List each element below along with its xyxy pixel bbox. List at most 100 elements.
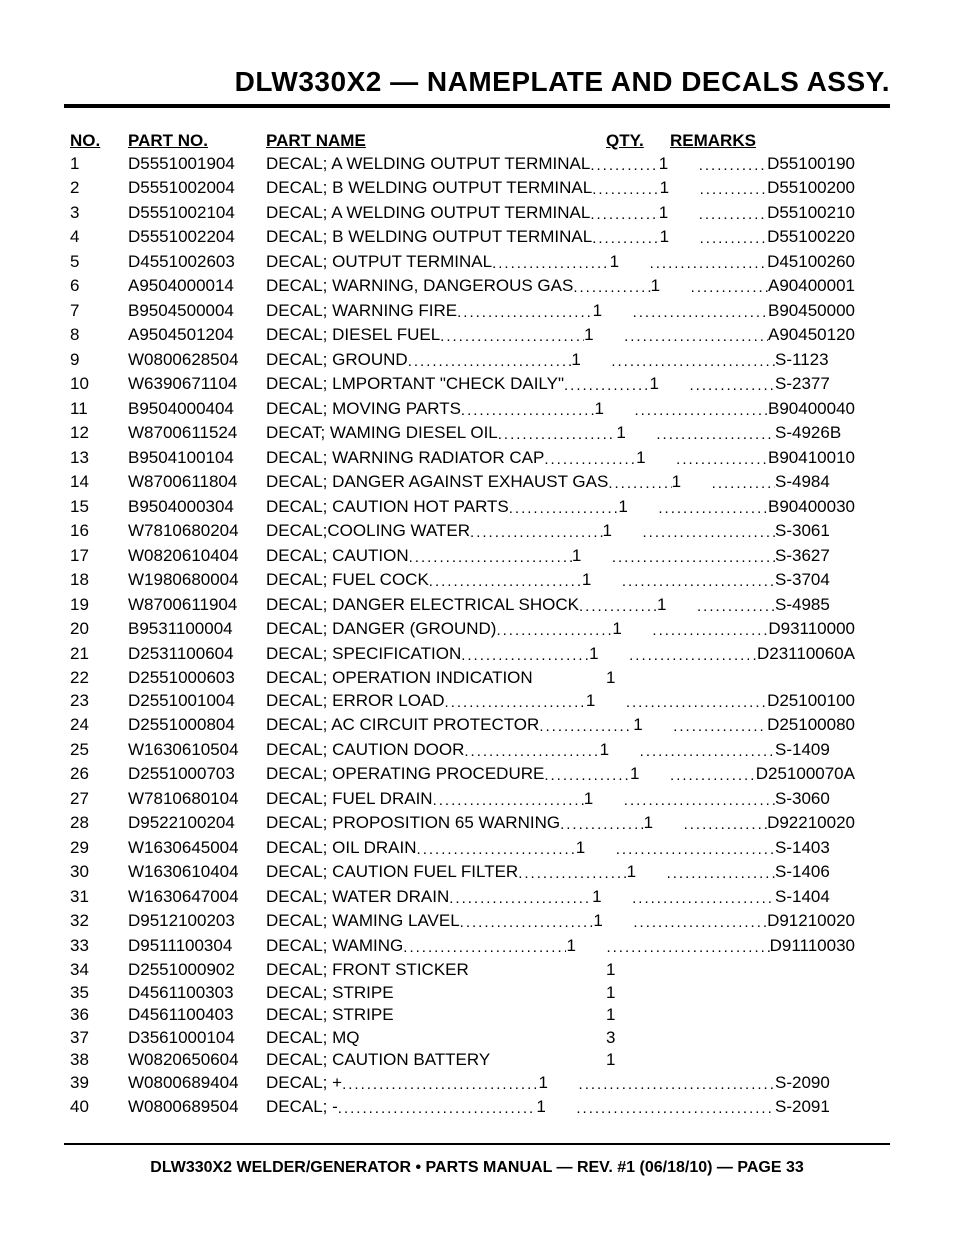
cell-name: DECAL; FUEL COCK: [266, 569, 429, 594]
cell-part: D5551001904: [128, 153, 266, 178]
cell-remarks: S-4984: [775, 471, 855, 496]
table-row: 27W7810680104DECAL; FUEL DRAIN .........…: [70, 788, 855, 813]
cell-part: D2551000603: [128, 667, 266, 690]
parts-table: NO. PART NO. PART NAME QTY. REMARKS 1 D55…: [70, 130, 855, 1121]
leader-dots: ........................................…: [576, 1096, 775, 1121]
cell-part: W6390671104: [128, 373, 266, 398]
leader-dots: ........................................…: [700, 177, 767, 202]
cell-no: 4: [70, 226, 128, 251]
table-row: 29W1630645004DECAL; OIL DRAIN ..........…: [70, 837, 855, 862]
cell-name: DECAL; WARNING, DANGEROUS GAS: [266, 275, 573, 300]
cell-remarks: B90450000: [768, 300, 855, 325]
leader-dots: ........................................…: [611, 349, 775, 374]
cell-qty: 1: [576, 837, 616, 862]
cell-qty: 1: [539, 1072, 579, 1097]
table-row: 33D9511100304DECAL; WAMING..............…: [70, 935, 855, 960]
cell-qty: 1: [600, 739, 640, 764]
leader-dots: ........................................…: [429, 569, 582, 594]
cell-no: 20: [70, 618, 128, 643]
cell-remarks: S-3627: [775, 545, 855, 570]
cell-no: 37: [70, 1027, 128, 1050]
table-body: 1D5551001904DECAL; A WELDING OUTPUT TERM…: [70, 153, 855, 1121]
table-row: 19W8700611904DECAL; DANGER ELECTRICAL SH…: [70, 594, 855, 619]
cell-no: 6: [70, 275, 128, 300]
cell-remarks: [646, 1027, 726, 1050]
cell-part: A9504501204: [128, 324, 266, 349]
cell-name: DECAL; FUEL DRAIN: [266, 788, 433, 813]
leader-dots: ........................................…: [699, 153, 767, 178]
leader-dots: ........................................…: [464, 739, 599, 764]
cell-qty: 1: [660, 226, 700, 251]
leader-dots: ........................................…: [408, 349, 572, 374]
cell-part: W0820650604: [128, 1049, 266, 1072]
cell-qty: 1: [630, 763, 670, 788]
cell-no: 34: [70, 959, 128, 982]
cell-name: DECAL; OPERATING PROCEDURE: [266, 763, 544, 788]
cell-qty: 1: [618, 496, 658, 521]
cell-part: W1630647004: [128, 886, 266, 911]
leader-dots: ........................................…: [612, 545, 775, 570]
cell-name: DECAL; PROPOSITION 65 WARNING: [266, 812, 560, 837]
leader-dots: ........................................…: [433, 788, 584, 813]
cell-part: D4561100303: [128, 982, 266, 1005]
leader-dots: ........................................…: [624, 788, 775, 813]
cell-name: DECAL; WARNING FIRE: [266, 300, 457, 325]
cell-name: DECAL; OPERATION INDICATION: [266, 667, 606, 690]
cell-name: DECAL; MOVING PARTS: [266, 398, 461, 423]
cell-name: DECAL; CAUTION HOT PARTS: [266, 496, 509, 521]
leader-dots: ........................................…: [634, 398, 768, 423]
cell-remarks: S-1409: [775, 739, 855, 764]
cell-qty: 1: [606, 959, 646, 982]
cell-remarks: A90450120: [768, 324, 855, 349]
cell-qty: 1: [594, 398, 634, 423]
leader-dots: ........................................…: [640, 739, 775, 764]
cell-remarks: [646, 959, 726, 982]
leader-dots: ........................................…: [409, 545, 572, 570]
table-row: 12W8700611524DECAT; WAMING DIESEL OIL ..…: [70, 422, 855, 447]
leader-dots: ........................................…: [673, 714, 767, 739]
leader-dots: ........................................…: [518, 861, 626, 886]
table-row: 6A9504000014DECAL; WARNING, DANGEROUS GA…: [70, 275, 855, 300]
table-row: 1D5551001904DECAL; A WELDING OUTPUT TERM…: [70, 153, 855, 178]
cell-qty: 1: [584, 788, 624, 813]
cell-remarks: [646, 667, 726, 690]
cell-name: DECAL; ERROR LOAD: [266, 690, 445, 715]
leader-dots: ........................................…: [449, 886, 592, 911]
cell-remarks: D23110060A: [757, 643, 855, 668]
leader-dots: ........................................…: [633, 910, 767, 935]
table-row: 23D2551001004DECAL; ERROR LOAD..........…: [70, 690, 855, 715]
cell-qty: 1: [582, 569, 622, 594]
cell-name: DECAL; WAMING: [266, 935, 403, 960]
cell-name: DECAL; CAUTION BATTERY: [266, 1049, 606, 1072]
cell-qty: 1: [659, 153, 699, 178]
table-row: 13B9504100104DECAL; WARNING RADIATOR CAP…: [70, 447, 855, 472]
cell-name: DECAL; WARNING RADIATOR CAP: [266, 447, 544, 472]
cell-remarks: S-2091: [775, 1096, 855, 1121]
table-row: 34D2551000902DECAL; FRONT STICKER1: [70, 959, 855, 982]
leader-dots: ........................................…: [676, 447, 768, 472]
cell-qty: 1: [633, 714, 673, 739]
table-row: 21D2531100604DECAL; SPECIFICATION ......…: [70, 643, 855, 668]
cell-no: 15: [70, 496, 128, 521]
leader-dots: ........................................…: [544, 763, 630, 788]
leader-dots: ........................................…: [643, 520, 775, 545]
leader-dots: ........................................…: [539, 714, 633, 739]
leader-dots: ........................................…: [667, 861, 775, 886]
cell-qty: 1: [592, 886, 632, 911]
cell-no: 21: [70, 643, 128, 668]
table-header: NO. PART NO. PART NAME QTY. REMARKS: [70, 130, 855, 153]
leader-dots: ........................................…: [608, 471, 671, 496]
header-name: PART NAME: [266, 130, 606, 153]
leader-dots: ........................................…: [461, 643, 589, 668]
cell-part: W1630610404: [128, 861, 266, 886]
leader-dots: ........................................…: [590, 202, 658, 227]
cell-remarks: S-3061: [775, 520, 855, 545]
cell-name: DECAL; DANGER (GROUND): [266, 618, 496, 643]
cell-part: W1630610504: [128, 739, 266, 764]
cell-remarks: S-1123: [775, 349, 855, 374]
leader-dots: ........................................…: [712, 471, 775, 496]
leader-dots: ........................................…: [624, 324, 768, 349]
cell-part: W0800689504: [128, 1096, 266, 1121]
cell-qty: 1: [660, 177, 700, 202]
cell-name: DECAL; B WELDING OUTPUT TERMINAL: [266, 226, 592, 251]
